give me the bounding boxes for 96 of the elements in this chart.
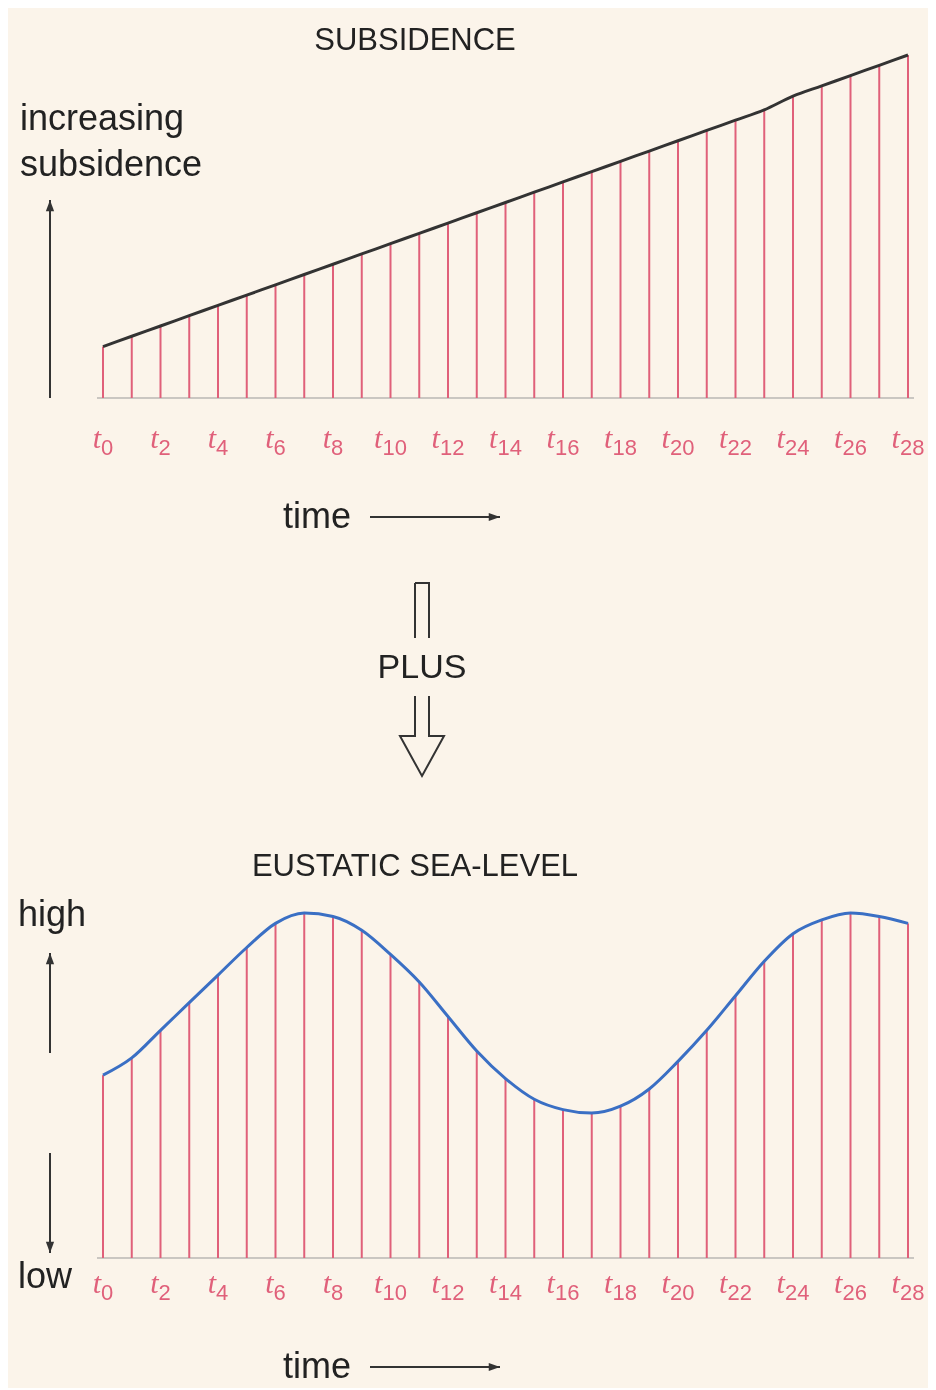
x-tick-label: t$_{8}$ [322, 1266, 344, 1305]
x-tick-label: t$_{12}$ [431, 1266, 465, 1305]
bar [303, 913, 306, 1258]
bar [590, 171, 593, 398]
text: PLUS [377, 647, 467, 685]
x-tick-label: t$_{18}$ [604, 421, 637, 460]
bar [332, 264, 334, 398]
bar [102, 346, 104, 398]
bar [878, 65, 881, 398]
x-tick-label: t$_{26}$ [834, 421, 867, 460]
bar [590, 1113, 593, 1258]
bar [763, 961, 766, 1258]
bar [619, 1106, 622, 1258]
bar [447, 1016, 449, 1258]
bar [217, 975, 219, 1258]
bar [619, 161, 622, 398]
x-tick-label: t$_{22}$ [719, 421, 752, 460]
bar [734, 995, 737, 1258]
x-tick-label: t$_{28}$ [891, 1266, 925, 1305]
x-tick-label: t$_{2}$ [150, 421, 171, 460]
x-tick-label: t$_{10}$ [374, 421, 407, 460]
bar [217, 305, 219, 398]
bar [332, 916, 334, 1258]
bar [504, 202, 507, 398]
bar [245, 295, 248, 398]
x-tick-label: t$_{4}$ [207, 421, 229, 460]
chart-title: SUBSIDENCE [314, 22, 516, 57]
x-tick-label: t$_{20}$ [661, 1266, 695, 1305]
bar [792, 96, 794, 398]
x-tick-label: t$_{6}$ [265, 421, 286, 460]
bar [303, 274, 306, 398]
bar [274, 284, 277, 398]
bar [562, 1109, 564, 1258]
bar [188, 1002, 191, 1258]
bar [245, 947, 248, 1258]
bar [792, 933, 794, 1258]
bar [820, 85, 823, 398]
bar [274, 923, 277, 1258]
bar [389, 954, 392, 1258]
x-axis-title: time [283, 495, 352, 536]
bar [907, 923, 909, 1258]
bar [159, 325, 162, 398]
bar [820, 919, 823, 1258]
x-tick-label: t$_{2}$ [150, 1266, 171, 1305]
text: high [18, 893, 87, 934]
bar [648, 1088, 651, 1258]
bar [159, 1030, 162, 1258]
x-tick-label: t$_{12}$ [431, 421, 465, 460]
bar [418, 233, 421, 398]
bar [475, 1051, 478, 1258]
x-tick-label: t$_{24}$ [776, 1266, 810, 1305]
x-tick-label: t$_{14}$ [489, 421, 522, 460]
y-axis-title: increasing subsidence [20, 97, 203, 184]
bar [447, 223, 449, 398]
bar [102, 1075, 104, 1258]
bar [389, 243, 392, 398]
bar [130, 336, 133, 398]
bar [705, 130, 708, 398]
bar [907, 55, 909, 398]
bar [533, 192, 536, 398]
text: low [18, 1255, 74, 1296]
x-tick-label: t$_{24}$ [776, 421, 810, 460]
x-tick-label: t$_{8}$ [322, 421, 344, 460]
x-tick-label: t$_{0}$ [92, 1266, 114, 1305]
bar [677, 1061, 679, 1258]
bar [475, 212, 478, 398]
x-tick-label: t$_{18}$ [604, 1266, 637, 1305]
x-tick-label: t$_{16}$ [546, 1266, 580, 1305]
x-tick-label: t$_{20}$ [661, 421, 695, 460]
chart-title: EUSTATIC SEA-LEVEL [251, 848, 579, 883]
bar [849, 75, 852, 398]
bar [130, 1057, 133, 1258]
x-tick-label: t$_{22}$ [719, 1266, 752, 1305]
x-tick-label: t$_{26}$ [834, 1266, 867, 1305]
bar [504, 1078, 507, 1258]
bar [849, 913, 852, 1258]
x-tick-label: t$_{4}$ [207, 1266, 229, 1305]
x-tick-label: t$_{0}$ [92, 421, 114, 460]
bar [360, 253, 363, 398]
bar [677, 140, 679, 398]
x-tick-label: t$_{28}$ [891, 421, 925, 460]
x-tick-label: t$_{10}$ [374, 1266, 407, 1305]
bar [878, 916, 881, 1258]
bar [734, 120, 737, 398]
bar [533, 1099, 536, 1258]
x-axis-title: time [283, 1345, 352, 1386]
bar [763, 109, 766, 398]
bar [188, 315, 191, 398]
bar [648, 151, 651, 398]
bar [562, 181, 564, 398]
bar [360, 930, 363, 1258]
bar [705, 1030, 708, 1258]
x-tick-label: t$_{6}$ [265, 1266, 286, 1305]
bar [418, 982, 421, 1258]
x-tick-label: t$_{14}$ [489, 1266, 522, 1305]
x-tick-label: t$_{16}$ [546, 421, 580, 460]
